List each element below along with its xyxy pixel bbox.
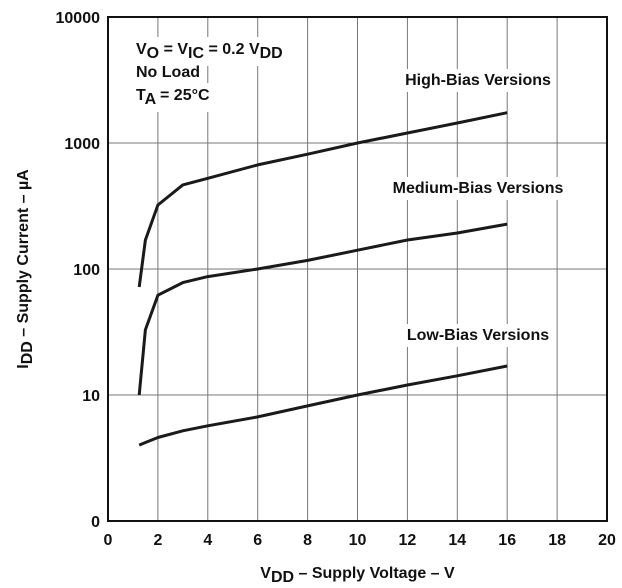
annotation-part: V: [136, 41, 147, 58]
annotation-part: = V: [159, 41, 188, 58]
y-axis-label-part: DD: [19, 341, 36, 364]
y-tick-label: 10: [82, 388, 100, 405]
series-line: [137, 111, 508, 288]
y-tick-label: 100: [73, 262, 100, 279]
x-tick-label: 14: [448, 532, 466, 549]
x-tick-label: 8: [303, 532, 312, 549]
annotation-part: A: [145, 91, 157, 108]
y-tick-label: 10000: [56, 10, 101, 27]
label-background: [132, 83, 214, 112]
annotation-part: No Load: [136, 64, 200, 81]
x-tick-label: 16: [498, 532, 516, 549]
series-label: High-Bias Versions: [405, 72, 551, 89]
x-tick-label: 18: [548, 532, 566, 549]
label-background: [402, 69, 555, 92]
x-tick-label: 0: [104, 532, 113, 549]
annotation: VO = VIC = 0.2 VDD: [136, 41, 283, 62]
annotation-part: T: [136, 87, 146, 104]
y-tick-label: 1000: [64, 136, 100, 153]
annotation-part: DD: [260, 45, 283, 62]
x-tick-label: 6: [253, 532, 262, 549]
series-label: Medium-Bias Versions: [393, 180, 564, 197]
annotation: No Load: [136, 64, 200, 81]
x-tick-label: 10: [349, 532, 367, 549]
annotation-part: = 0.2 V: [204, 41, 260, 58]
annotation-part: = 25°C: [156, 87, 210, 104]
x-tick-label: 4: [203, 532, 212, 549]
x-tick-label: 20: [598, 532, 616, 549]
y-axis-label: IDD – Supply Current – µA: [15, 169, 36, 369]
x-tick-label: 2: [153, 532, 162, 549]
x-axis-label: VDD – Supply Voltage – V: [260, 565, 455, 586]
label-background: [403, 324, 553, 347]
series-line: [138, 364, 508, 447]
annotation-part: IC: [188, 45, 204, 62]
label-background: [389, 177, 567, 200]
annotation: TA = 25°C: [136, 87, 210, 108]
annotation-part: O: [147, 45, 159, 62]
y-axis-label-part: I: [15, 364, 32, 368]
y-axis-label-part: – Supply Current – µA: [15, 169, 32, 341]
y-tick-label: 0: [91, 514, 100, 531]
x-tick-label: 12: [399, 532, 417, 549]
x-axis-label-part: DD: [271, 569, 294, 586]
series-line: [137, 222, 508, 396]
plot-border: [107, 16, 608, 522]
label-background: [132, 60, 204, 85]
x-axis-label-part: – Supply Voltage – V: [294, 565, 455, 582]
x-axis-label-part: V: [260, 565, 271, 582]
series-label: Low-Bias Versions: [407, 327, 549, 344]
